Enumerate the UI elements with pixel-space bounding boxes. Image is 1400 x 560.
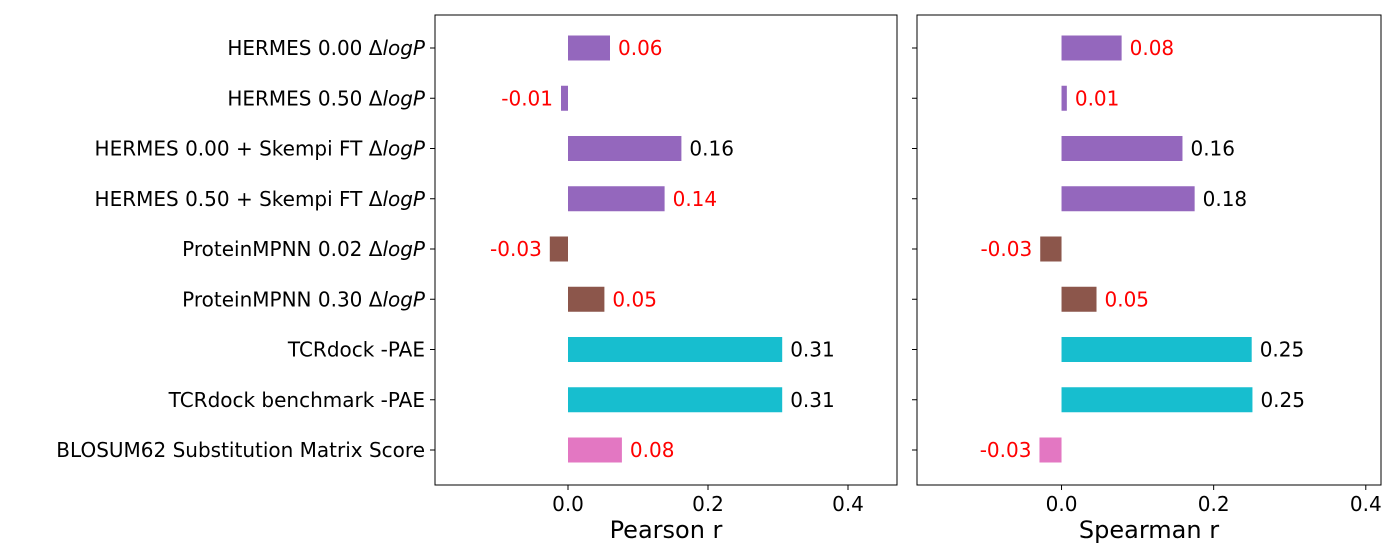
bar-hermes-0-00-logp: [1061, 35, 1122, 61]
category-label-italic: logP: [382, 137, 425, 161]
value-label: 0.25: [1260, 388, 1305, 412]
category-label-hermes-0-00-logp: HERMES 0.00 ΔlogP: [227, 36, 426, 60]
bar-blosum62-substitution-matrix-score: [568, 437, 622, 463]
bar-hermes-0-00-skempi-ft-logp: [1061, 136, 1183, 161]
x-tick-label: 0.4: [1350, 492, 1382, 516]
x-tick-label: 0.0: [552, 492, 584, 516]
value-label: 0.18: [1203, 187, 1248, 211]
value-label: 0.01: [1075, 86, 1120, 110]
value-label: 0.06: [618, 36, 663, 60]
bar-hermes-0-00-logp: [568, 35, 610, 61]
bar-tcrdock-benchmark-pae: [568, 387, 783, 413]
category-label-text: ProteinMPNN 0.30 Δ: [182, 287, 383, 311]
category-label-italic: logP: [382, 36, 425, 60]
bar-hermes-0-50-skempi-ft-logp: [568, 186, 665, 212]
value-label: -0.03: [490, 237, 542, 261]
value-label: 0.08: [1130, 36, 1175, 60]
value-label: 0.14: [673, 187, 718, 211]
bar-hermes-0-50-logp: [1061, 85, 1067, 111]
bar-proteinmpnn-0-30-logp: [1061, 286, 1097, 312]
bar-hermes-0-00-skempi-ft-logp: [568, 136, 682, 161]
value-label: 0.08: [630, 438, 675, 462]
value-label: 0.05: [1105, 287, 1150, 311]
value-label: 0.16: [689, 137, 734, 161]
value-label: -0.01: [501, 86, 553, 110]
category-label-hermes-0-50-logp: HERMES 0.50 ΔlogP: [227, 86, 426, 110]
category-label-hermes-0-50-skempi-ft-logp: HERMES 0.50 + Skempi FT ΔlogP: [95, 187, 426, 211]
category-label-blosum62-substitution-matrix-score: BLOSUM62 Substitution Matrix Score: [56, 438, 425, 462]
category-label-italic: logP: [382, 187, 425, 211]
bar-tcrdock-pae: [568, 337, 783, 362]
value-label: 0.31: [790, 388, 835, 412]
bar-blosum62-substitution-matrix-score: [1039, 437, 1062, 463]
bar-tcrdock-benchmark-pae: [1061, 387, 1253, 413]
value-label: -0.03: [980, 237, 1032, 261]
category-label-proteinmpnn-0-02-logp: ProteinMPNN 0.02 ΔlogP: [182, 237, 426, 261]
category-label-italic: logP: [382, 86, 425, 110]
axes-frame: [434, 14, 898, 486]
value-label: 0.16: [1190, 137, 1235, 161]
bar-hermes-0-50-skempi-ft-logp: [1061, 186, 1195, 212]
spearman-panel: 0.0 0.2 0.4 Spearman r 0.08 0.01 0.16 0.18 -0.03…: [912, 14, 1382, 544]
category-label-hermes-0-00-skempi-ft-logp: HERMES 0.00 + Skempi FT ΔlogP: [95, 137, 426, 161]
x-axis-label: Pearson r: [610, 516, 723, 544]
category-label-tcrdock-pae: TCRdock -PAE: [287, 338, 425, 362]
x-tick-label: 0.2: [1198, 492, 1230, 516]
value-label: 0.25: [1260, 338, 1305, 362]
category-label-tcrdock-benchmark-pae: TCRdock benchmark -PAE: [168, 388, 425, 412]
category-label-italic: logP: [382, 237, 425, 261]
category-label-text: HERMES 0.00 Δ: [227, 36, 382, 60]
bar-proteinmpnn-0-30-logp: [568, 286, 605, 312]
category-label-text: TCRdock -PAE: [287, 338, 425, 362]
category-label-text: TCRdock benchmark -PAE: [168, 388, 425, 412]
category-label-text: HERMES 0.50 + Skempi FT Δ: [95, 187, 383, 211]
category-label-text: HERMES 0.50 Δ: [227, 86, 382, 110]
x-tick-label: 0.4: [832, 492, 864, 516]
bar-tcrdock-pae: [1061, 337, 1252, 362]
x-tick-label: 0.2: [692, 492, 724, 516]
bar-hermes-0-50-logp: [561, 85, 568, 111]
x-tick-label: 0.0: [1046, 492, 1078, 516]
category-label-text: HERMES 0.00 + Skempi FT Δ: [95, 137, 383, 161]
category-label-italic: logP: [382, 287, 425, 311]
x-axis-label: Spearman r: [1079, 516, 1219, 544]
value-label: 0.31: [790, 338, 835, 362]
bar-proteinmpnn-0-02-logp: [549, 236, 568, 262]
pearson-panel: 0.0 0.2 0.4 Pearson r 0.06 -0.01 0.16 0.14 -0.03…: [56, 14, 898, 544]
axes-frame: [916, 14, 1382, 486]
value-label: -0.03: [980, 438, 1032, 462]
category-label-proteinmpnn-0-30-logp: ProteinMPNN 0.30 ΔlogP: [182, 287, 426, 311]
category-label-text: ProteinMPNN 0.02 Δ: [182, 237, 383, 261]
bar-proteinmpnn-0-02-logp: [1040, 236, 1062, 262]
value-label: 0.05: [612, 287, 657, 311]
category-label-text: BLOSUM62 Substitution Matrix Score: [56, 438, 425, 462]
